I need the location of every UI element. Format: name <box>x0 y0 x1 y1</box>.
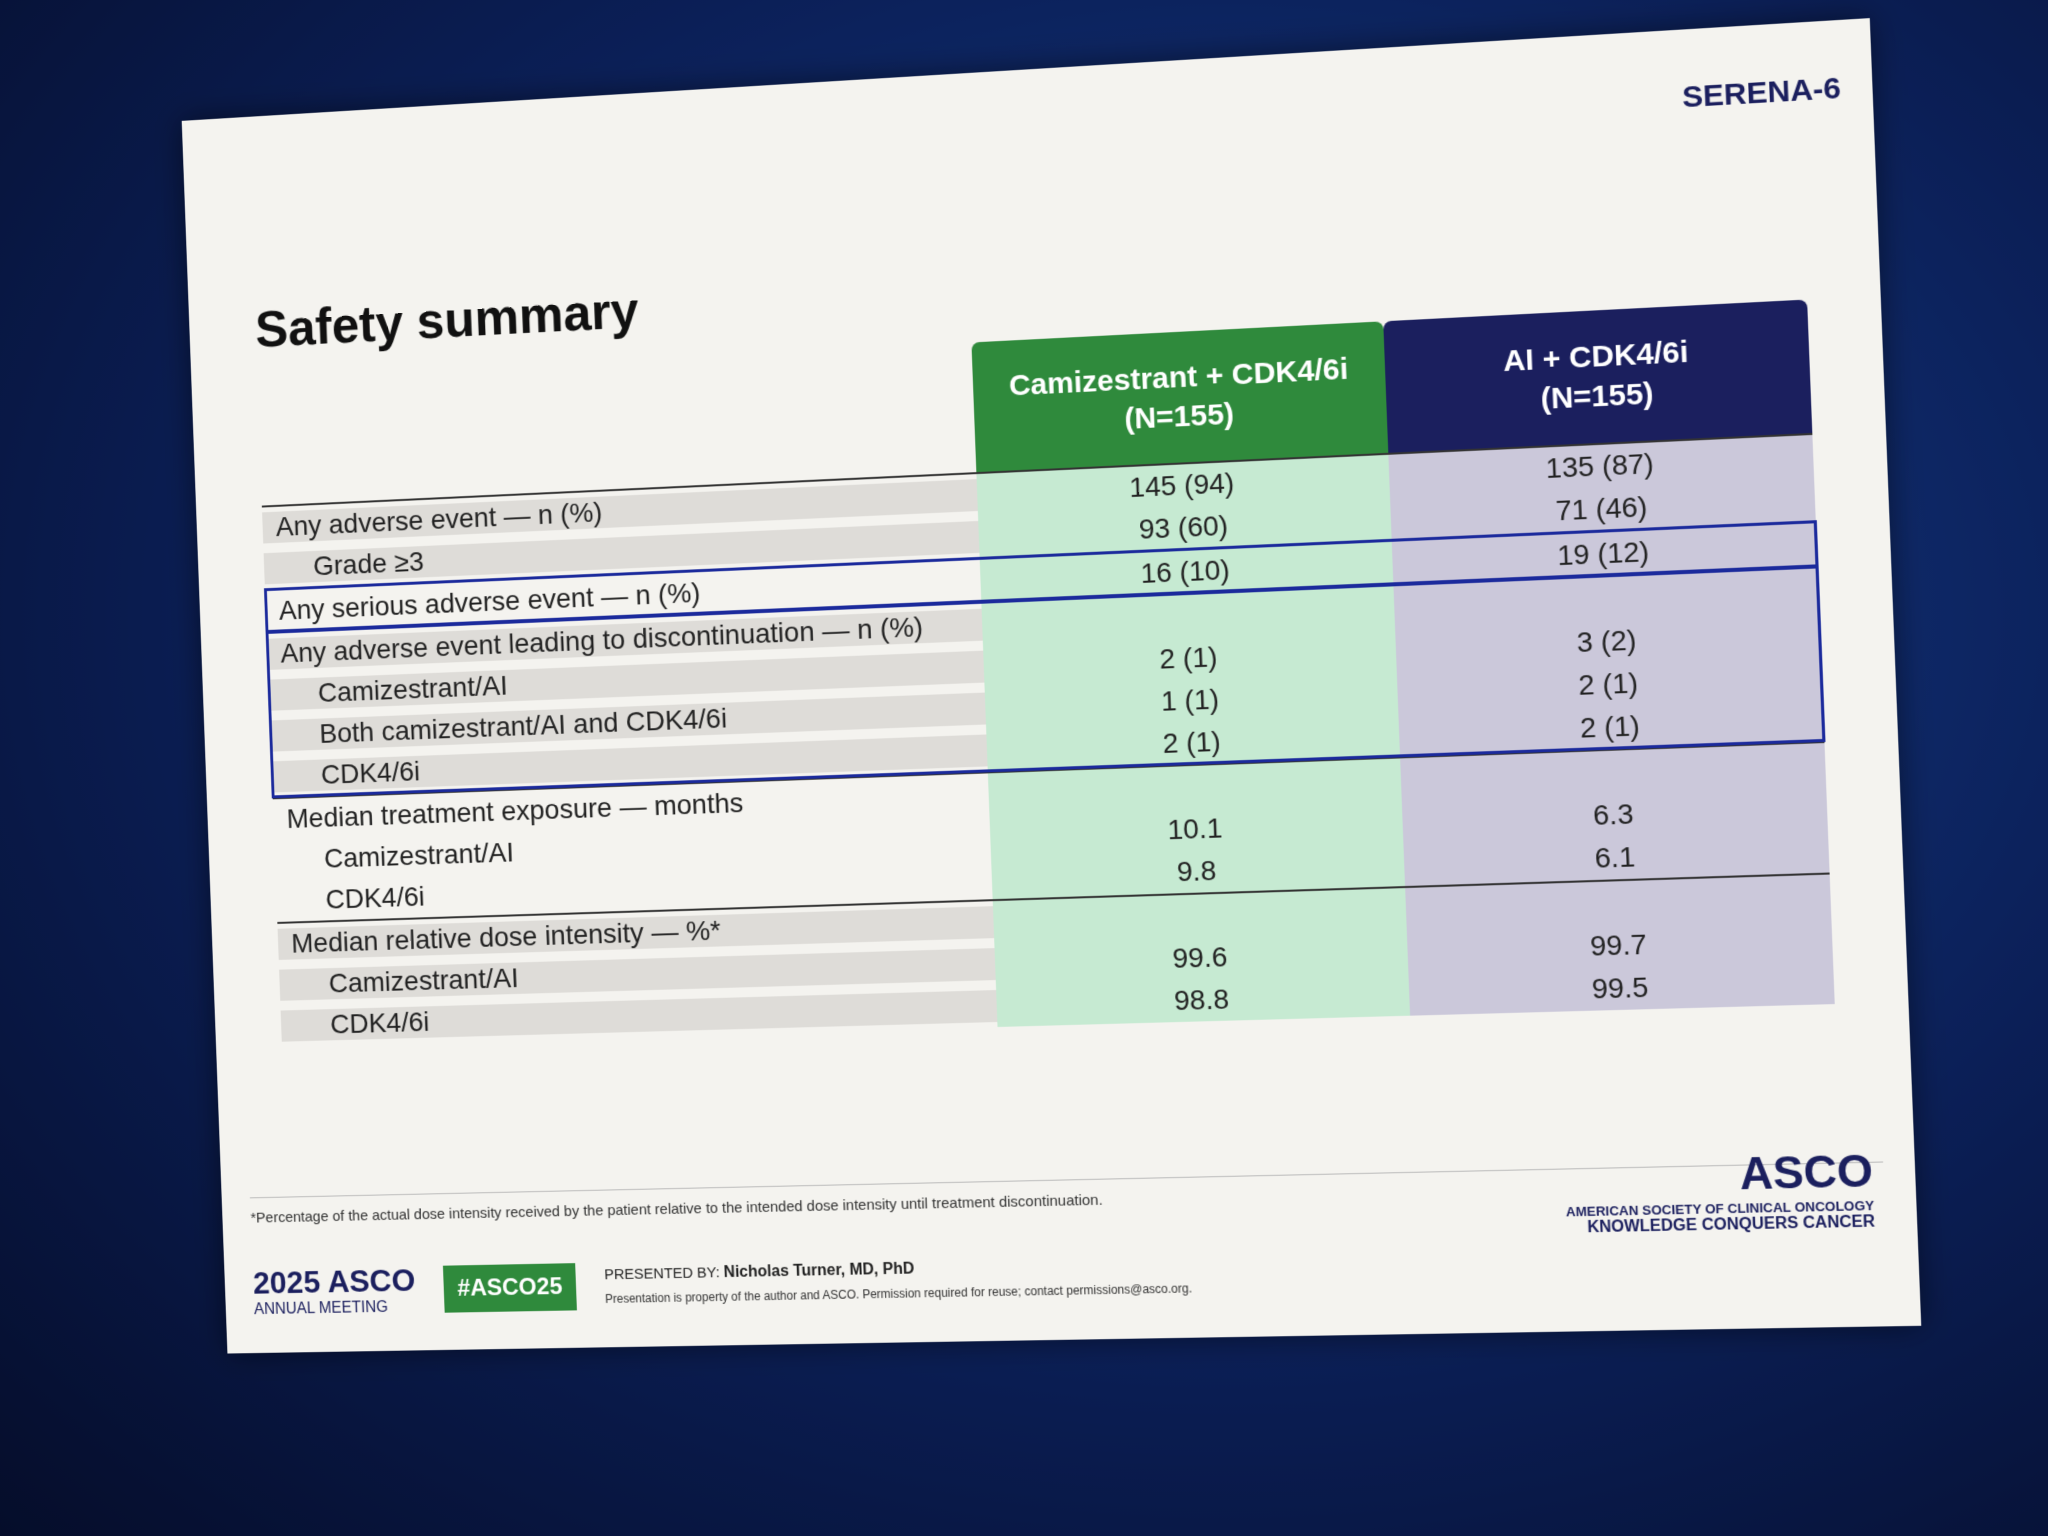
column-header: Camizestrant + CDK4/6i (N=155) <box>971 321 1388 472</box>
column-header: AI + CDK4/6i (N=155) <box>1383 300 1812 453</box>
presenter: Nicholas Turner, MD, PhD <box>723 1260 914 1280</box>
footer: 2025 ASCO ANNUAL MEETING #ASCO25 PRESENT… <box>252 1247 1192 1319</box>
meeting-year: 2025 ASCO <box>252 1262 415 1301</box>
org: ASCO <box>1564 1146 1874 1204</box>
page: SERENA-6 Safety summary Camizestrant + C… <box>0 0 2048 1536</box>
presenter-block: PRESENTED BY: Nicholas Turner, MD, PhD P… <box>604 1255 1192 1306</box>
hashtag: #ASCO25 <box>443 1263 576 1313</box>
rights: Presentation is property of the author a… <box>605 1281 1192 1306</box>
presented-by: PRESENTED BY: <box>604 1264 720 1283</box>
meeting-name: ANNUAL MEETING <box>254 1299 417 1319</box>
brand: ASCO AMERICAN SOCIETY OF CLINICAL ONCOLO… <box>1564 1146 1876 1237</box>
slide: SERENA-6 Safety summary Camizestrant + C… <box>182 18 1922 1353</box>
meeting: 2025 ASCO ANNUAL MEETING <box>252 1262 416 1319</box>
title: Safety summary <box>254 281 639 360</box>
table: Camizestrant + CDK4/6i (N=155) AI + CDK4/6… <box>257 300 1835 1047</box>
table-body: Any adverse event — n (%) 145 (94) 135 (87… <box>262 433 1835 1047</box>
logo: SERENA-6 <box>1682 71 1842 115</box>
